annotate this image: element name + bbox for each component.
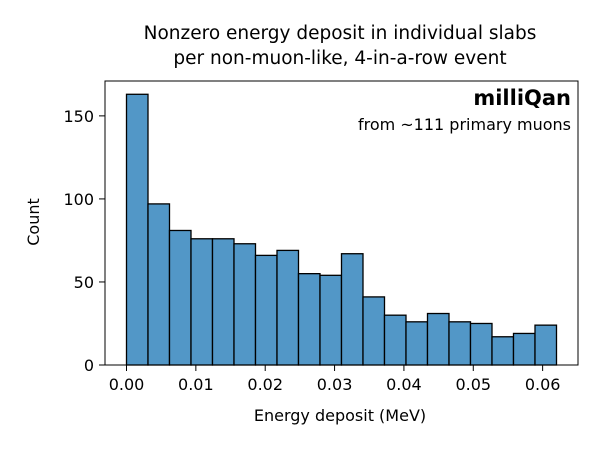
x-tick-label: 0.00 [109, 375, 145, 394]
histogram-bar-9 [319, 274, 343, 366]
x-axis-label: Energy deposit (MeV) [254, 406, 426, 425]
histogram-bar-3 [190, 238, 214, 366]
x-tick-label: 0.01 [178, 375, 214, 394]
histogram-bar-7 [276, 249, 300, 366]
y-tick-label: 50 [74, 273, 94, 292]
y-axis-ticks: 0 50 100 150 [63, 107, 105, 375]
histogram-bar-14 [426, 312, 450, 366]
y-tick-label: 150 [63, 107, 94, 126]
y-tick-label: 0 [84, 356, 94, 375]
histogram-bar-18 [512, 332, 536, 366]
x-tick-label: 0.03 [317, 375, 353, 394]
histogram-bar-6 [254, 254, 278, 366]
histogram-bar-8 [297, 273, 321, 366]
histogram-bar-16 [469, 322, 493, 366]
histogram-bar-5 [233, 243, 257, 366]
histogram-bar-19 [534, 324, 558, 366]
chart-title-line-1: Nonzero energy deposit in individual sla… [144, 23, 537, 44]
histogram-bar-2 [168, 229, 192, 366]
x-tick-label: 0.04 [386, 375, 422, 394]
y-tick-label: 100 [63, 190, 94, 209]
histogram-bar-4 [211, 238, 235, 366]
histogram-bar-0 [125, 93, 149, 366]
histogram-bar-17 [491, 336, 515, 366]
x-tick-label: 0.02 [247, 375, 283, 394]
histogram-bar-12 [383, 314, 407, 366]
histogram-bars [125, 93, 558, 366]
histogram-bar-13 [405, 321, 429, 366]
histogram-bar-10 [340, 253, 364, 366]
x-tick-label: 0.06 [525, 375, 561, 394]
histogram-bar-1 [147, 203, 171, 366]
primary-muons-annotation: from ~111 primary muons [358, 115, 571, 134]
chart-title-line-2: per non-muon-like, 4-in-a-row event [173, 48, 506, 69]
x-tick-label: 0.05 [455, 375, 491, 394]
plot-frame [104, 80, 579, 366]
y-axis-label: Count [24, 198, 43, 246]
histogram-bar-11 [362, 296, 386, 366]
brand-label: milliQan [473, 86, 571, 110]
histogram-bar-15 [448, 321, 472, 366]
x-axis-ticks: 0.00 0.01 0.02 0.03 0.04 0.05 0.06 [109, 365, 561, 394]
